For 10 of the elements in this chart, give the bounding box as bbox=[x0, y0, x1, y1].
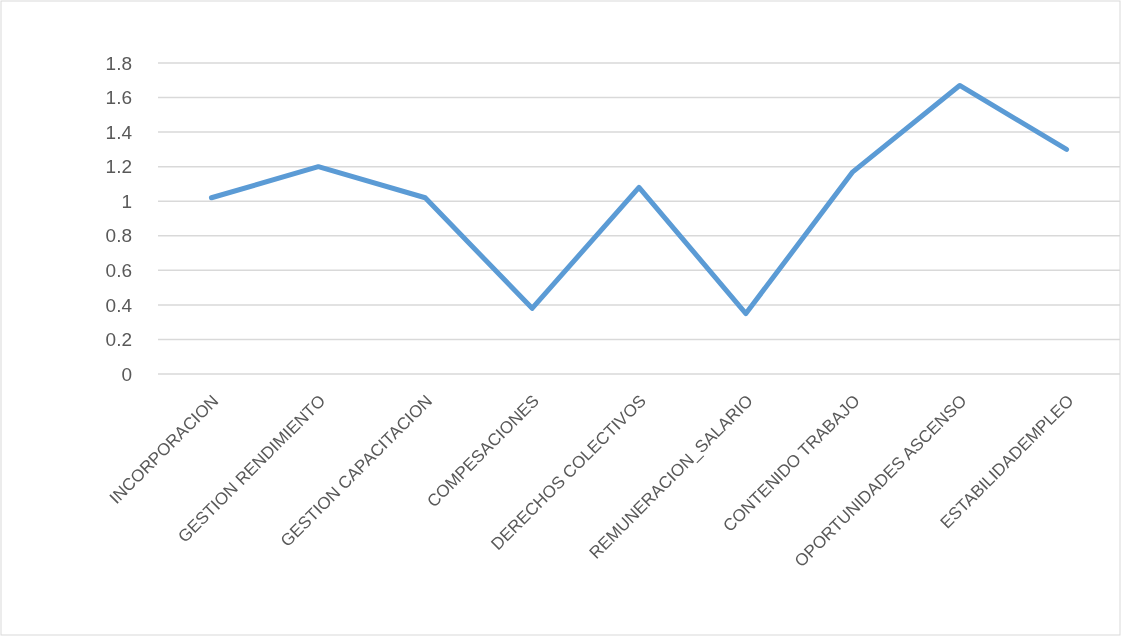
y-tick-label: 0.2 bbox=[105, 329, 132, 351]
y-tick-label: 0 bbox=[121, 363, 132, 385]
y-tick-label: 1 bbox=[121, 190, 132, 212]
y-tick-label: 1.2 bbox=[105, 156, 132, 178]
y-tick-label: 1.4 bbox=[105, 121, 133, 143]
y-tick-label: 0.4 bbox=[105, 294, 133, 316]
y-tick-label: 0.8 bbox=[105, 225, 132, 247]
y-tick-label: 1.8 bbox=[105, 52, 132, 74]
y-tick-label: 0.6 bbox=[105, 259, 132, 281]
y-tick-label: 1.6 bbox=[105, 87, 132, 109]
